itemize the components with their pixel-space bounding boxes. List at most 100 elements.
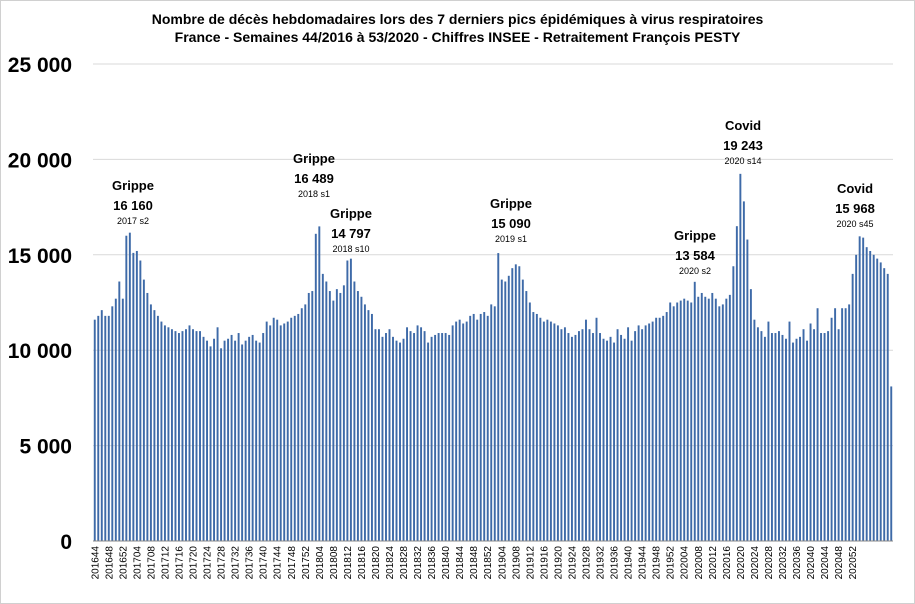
bar [655, 317, 658, 541]
bar [370, 313, 373, 541]
bar [402, 338, 405, 541]
bar [532, 312, 535, 541]
bar [602, 338, 605, 541]
bar [321, 273, 324, 541]
x-tick-label: 202012 [708, 546, 719, 580]
bar [679, 300, 682, 541]
x-tick-label: 201752 [301, 546, 312, 580]
bar [753, 319, 756, 541]
bar [206, 340, 208, 541]
bar [272, 317, 275, 541]
bar [662, 315, 665, 541]
bar [216, 327, 219, 541]
bar [462, 323, 465, 541]
bar [114, 298, 117, 541]
bar [251, 334, 254, 541]
bar [785, 338, 787, 541]
x-tick-label: 201940 [624, 546, 635, 580]
x-tick-label: 201840 [441, 546, 452, 580]
x-tick-label: 201736 [245, 546, 256, 580]
bar [567, 333, 570, 541]
bar [135, 250, 138, 542]
annotation-value: 13 584 [675, 248, 716, 263]
bar [374, 329, 377, 541]
annotation-label: Covid [837, 181, 873, 196]
bar [581, 329, 584, 541]
bar [711, 292, 714, 541]
bar [802, 329, 805, 541]
bar [406, 327, 408, 541]
annotation-value: 16 160 [113, 198, 153, 213]
bar [93, 319, 96, 541]
bar [132, 252, 135, 541]
bar [507, 275, 510, 541]
bar [760, 331, 763, 541]
x-tick-label: 201928 [581, 546, 592, 580]
x-tick-label: 202028 [764, 546, 775, 580]
bar [448, 334, 451, 541]
bar [669, 302, 672, 541]
bar [265, 321, 268, 541]
bar [549, 321, 552, 541]
bar [199, 331, 201, 541]
bar [620, 334, 623, 541]
bar [795, 338, 798, 541]
bar [125, 235, 128, 541]
bar [188, 325, 191, 541]
bar [255, 340, 258, 541]
y-tick-label: 10 000 [8, 340, 72, 363]
bar [367, 310, 370, 541]
bar [353, 281, 356, 541]
x-tick-label: 202052 [848, 546, 859, 580]
bar [465, 321, 468, 541]
bar [128, 232, 131, 542]
annotation-value: 16 489 [294, 171, 334, 186]
bar [486, 315, 489, 541]
bar [770, 333, 773, 541]
bar [606, 340, 608, 541]
x-tick-label: 201836 [427, 546, 438, 580]
bar [156, 315, 159, 541]
bar [865, 247, 868, 542]
bar [170, 329, 173, 541]
bar [146, 292, 149, 541]
x-tick-label: 202020 [736, 546, 747, 580]
x-tick-label: 201932 [596, 546, 607, 580]
x-tick-label: 201740 [259, 546, 270, 580]
bar [451, 325, 454, 541]
bar [290, 317, 293, 541]
bar [651, 321, 654, 541]
x-tick-label: 201848 [469, 546, 480, 580]
bar [297, 313, 300, 541]
x-tick-label: 201716 [174, 546, 185, 580]
bar [423, 331, 426, 541]
bar [420, 327, 423, 541]
bar [788, 321, 791, 541]
bar [497, 253, 500, 541]
x-tick-label: 201904 [497, 546, 508, 580]
bar [511, 268, 514, 541]
bar [718, 306, 721, 541]
bar [697, 296, 700, 541]
x-tick-label: 201748 [287, 546, 298, 580]
bar [616, 329, 619, 541]
bar [490, 304, 493, 541]
annotation-week: 2019 s1 [495, 234, 527, 244]
bar [472, 313, 475, 541]
bar [307, 292, 310, 541]
bar [855, 254, 858, 542]
bar [185, 329, 187, 541]
x-tick-label: 201912 [525, 546, 536, 580]
bar [237, 333, 240, 541]
bar [539, 317, 542, 541]
annotation-label: Grippe [490, 196, 532, 211]
bar [525, 291, 528, 541]
bar [535, 313, 538, 541]
bar [732, 266, 735, 541]
bar [890, 386, 893, 541]
bar [634, 331, 637, 541]
x-tick-label: 201952 [666, 546, 677, 580]
x-tick-label: 201704 [132, 546, 143, 580]
bar [560, 329, 563, 541]
chart-title: Nombre de décès hebdomadaires lors des 7… [151, 11, 764, 27]
